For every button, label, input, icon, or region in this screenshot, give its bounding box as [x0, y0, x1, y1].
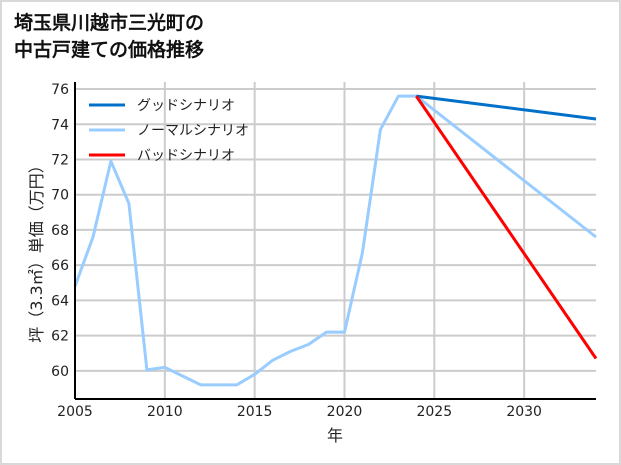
- series-line-2: [415, 95, 598, 360]
- y-tick-label: 62: [51, 329, 69, 345]
- x-tick-label: 2030: [506, 404, 542, 420]
- series-line-0: [416, 94, 597, 121]
- legend-label: グッドシナリオ: [137, 98, 235, 114]
- x-axis-label: 年: [327, 426, 343, 445]
- x-tick-label: 2020: [327, 404, 363, 420]
- y-tick-label: 64: [51, 293, 69, 309]
- series-line-1: [73, 94, 597, 387]
- y-tick-label: 76: [51, 82, 69, 98]
- y-tick-label: 68: [51, 223, 69, 239]
- chart-title: 埼玉県川越市三光町の 中古戸建ての価格推移: [14, 10, 204, 64]
- legend-label: バッドシナリオ: [137, 148, 235, 164]
- x-tick-label: 2005: [57, 404, 93, 420]
- y-tick-label: 72: [51, 152, 69, 168]
- series-group: [73, 94, 598, 387]
- axes: [74, 82, 596, 400]
- y-tick-label: 60: [51, 364, 69, 380]
- chart-title-line-1: 埼玉県川越市三光町の: [14, 12, 205, 34]
- tick-labels: 60 62 64 66 68 70 72 74 76 2005 2010 2015 2020 2025 20…: [51, 82, 542, 420]
- x-tick-label: 2015: [237, 404, 273, 420]
- x-tick-label: 2025: [416, 404, 452, 420]
- x-tick-label: 2010: [147, 404, 183, 420]
- y-tick-label: 74: [51, 117, 69, 133]
- y-tick-label: 66: [51, 258, 69, 274]
- legend-label: ノーマルシナリオ: [137, 123, 249, 139]
- y-tick-label: 70: [51, 188, 69, 204]
- y-axis-label: 坪（3.3㎡）単価（万円）: [27, 157, 46, 342]
- chart-title-line-2: 中古戸建ての価格推移: [14, 39, 205, 61]
